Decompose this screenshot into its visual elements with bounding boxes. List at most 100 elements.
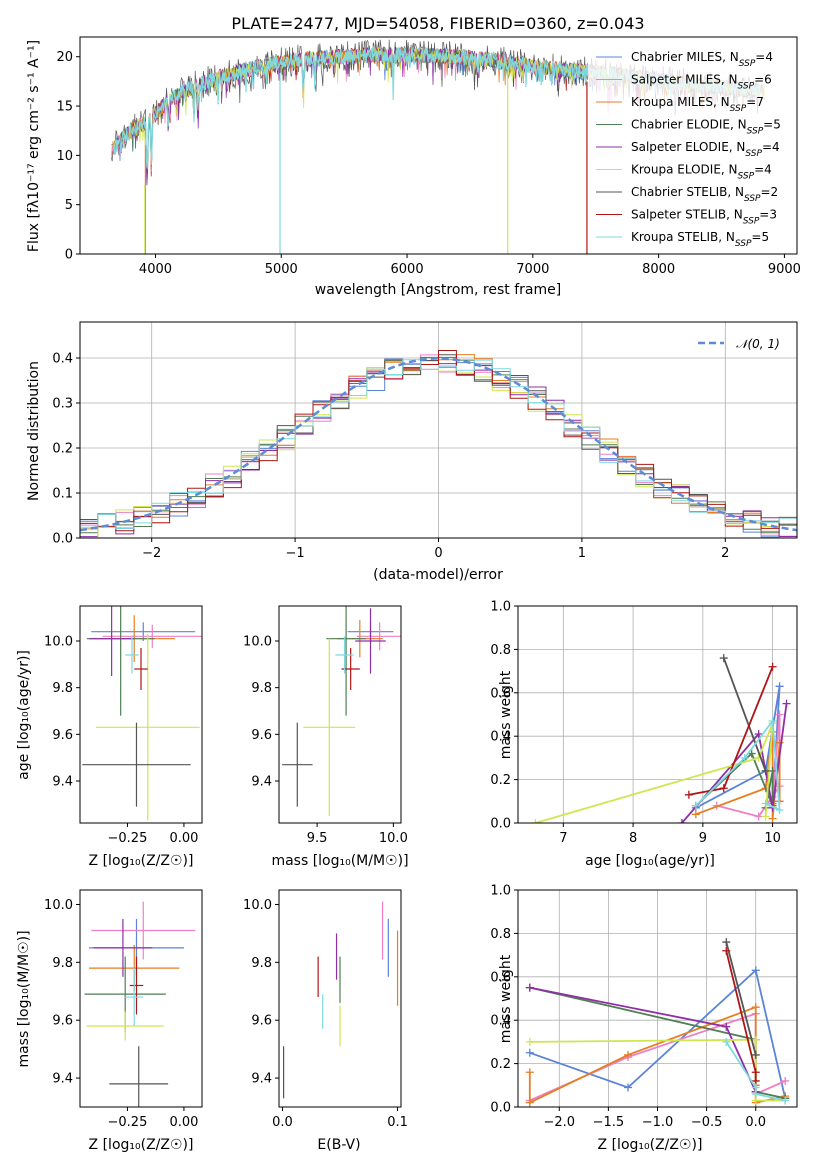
y-tick-label: 9.6 [251,1014,272,1029]
x-tick-label: 9 [699,831,707,846]
axes-frame [79,889,203,1108]
age-weight-xlabel: age [log₁₀(age/yr)] [585,853,715,869]
plot-area [84,901,196,1107]
weight-marker [719,784,728,793]
plot-area [283,901,399,1099]
plot-area [525,938,790,1107]
x-tick-label: 0 [434,546,442,561]
y-tick-label: 15 [56,100,73,115]
weight-marker [677,819,686,823]
y-tick-label: 0.0 [52,532,73,547]
plot-area [82,606,202,821]
errorbar-kroupa-elodie [86,1011,164,1041]
errorbar-salpeter-stelib [134,648,148,690]
weight-marker [624,1083,633,1092]
weight-marker [525,1048,534,1057]
errorbar-kroupa-stelib [125,636,139,674]
axes-frame [79,36,798,255]
legend-label: Salpeter STELIB, NSSP=3 [631,208,777,227]
x-tick-label: 2 [721,546,729,561]
plot-area [531,654,791,823]
z-age-xlabel: Z [log₁₀(Z/Z☉)] [89,853,194,869]
y-tick-label: 9.4 [52,1072,73,1087]
weight-marker [751,1003,760,1012]
spectrum-legend: Chabrier MILES, NSSP=4 Salpeter MILES, NS… [588,44,794,250]
legend-label: 𝒩(0, 1) [736,337,780,351]
y-tick-label: 9.8 [251,681,272,696]
weights-kroupa-elodie [531,719,777,823]
errorbar-chabrier-stelib [282,722,313,807]
y-tick-label: 9.8 [52,956,73,971]
x-tick-label: −1 [286,546,305,561]
weight-marker [531,819,540,823]
x-tick-label: 5000 [265,262,298,277]
y-tick-label: 10.0 [44,898,73,913]
y-tick-label: 1.0 [490,600,511,615]
weight-marker [525,1068,534,1077]
weights-chabrier-stelib [722,938,760,1059]
y-tick-label: 0.0 [490,817,511,832]
weight-marker [525,1098,534,1107]
x-tick-label: −2 [142,546,161,561]
weight-marker [768,717,777,726]
plot-area [80,350,797,538]
weights-salpeter-stelib [722,946,760,1085]
weight-marker [775,710,784,719]
errorbar-chabrier-stelib [109,1046,169,1107]
hist-ylabel: Normed distribution [26,361,42,501]
axes-1: 4000 5000 6000 7000 8000 9000 0 5 10 15 20 Chabrier… [56,36,801,277]
y-tick-label: 10.0 [243,898,272,913]
weights-kroupa-stelib [722,1037,790,1105]
x-tick-label: 8 [629,831,637,846]
y-tick-label: 0.8 [490,643,511,658]
y-tick-label: 9.6 [52,728,73,743]
errorbar-kroupa-stelib [335,636,354,674]
weights-kroupa-stelib [691,717,784,814]
errorbar-salpeter-elodie [93,918,153,977]
x-tick-label: −1.5 [593,1115,625,1130]
y-tick-label: 5 [65,198,73,213]
weight-marker [761,799,770,808]
y-tick-label: 0.0 [490,1101,511,1116]
x-tick-label: 0.0 [272,1115,293,1130]
weight-marker [525,1037,534,1046]
y-tick-label: 0.2 [490,1057,511,1072]
legend-label: Kroupa STELIB, NSSP=5 [631,230,769,249]
y-tick-label: 10.0 [243,635,272,650]
weight-marker [781,1096,790,1105]
x-tick-label: 0.00 [169,1115,198,1130]
x-tick-label: 0.1 [387,1115,408,1130]
weight-marker [761,812,770,821]
weight-marker [751,1089,760,1098]
axes-frame [278,889,402,1108]
y-tick-label: 1.0 [490,884,511,899]
weight-marker [719,654,728,663]
weight-marker [775,682,784,691]
y-tick-label: 9.4 [52,775,73,790]
weight-marker [754,730,763,739]
weight-line [529,968,787,1099]
spectrum-xlabel: wavelength [Angstrom, rest frame] [315,282,561,298]
normal-curve [80,357,797,532]
axes-3: −0.25 0.00 9.4 9.6 9.8 10.0 [44,605,203,846]
x-tick-label: 7000 [516,262,549,277]
y-tick-label: 0.4 [490,730,511,745]
y-tick-label: 10 [56,149,73,164]
weight-marker [761,766,770,775]
y-tick-label: 0.4 [52,352,73,367]
weight-marker [751,1050,760,1059]
weight-marker [691,801,700,810]
y-tick-label: 20 [56,50,73,65]
errorbar-salpeter-miles [102,624,202,648]
weight-marker [768,662,777,671]
errorbar-chabrier-miles [91,622,196,641]
weights-salpeter-stelib [684,662,777,799]
mass-age-xlabel: mass [log₁₀(M/M☉)] [271,853,408,869]
y-tick-label: 9.6 [52,1014,73,1029]
weight-marker [525,983,534,992]
y-tick-label: 0.6 [490,686,511,701]
weight-marker [782,699,791,708]
errorbar-chabrier-stelib [82,722,191,807]
axes-8: −2.0 −1.5 −1.0 −0.5 0.0 0.0 0.2 0.4 0.6 0.8 1.0 [490,884,798,1130]
plot-area [282,606,401,816]
